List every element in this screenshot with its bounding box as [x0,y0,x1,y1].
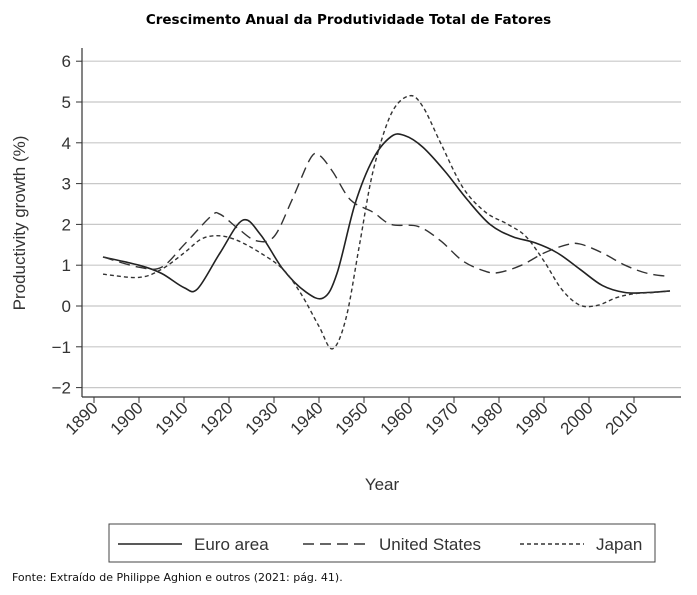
y-tick-label: 6 [62,52,71,71]
x-tick-label: 2000 [557,398,597,438]
x-tick-label: 2010 [602,398,642,438]
series-line-united-states [102,152,671,278]
gridlines [82,60,681,389]
y-axis-label: Productivity growth (%) [10,136,29,311]
y-tick-label: 3 [62,175,71,194]
legend-label-euro-area: Euro area [194,535,269,554]
x-tick-label: 1980 [467,398,507,438]
legend: Euro area United States Japan [108,523,656,563]
x-axis-label: Year [365,475,400,494]
x-tick-label: 1940 [287,398,327,438]
x-tick-label: 1900 [107,398,147,438]
source-footnote: Fonte: Extraído de Philippe Aghion e out… [12,571,343,584]
y-tick-label: 1 [62,256,71,275]
x-tick-label: 1920 [197,398,237,438]
x-tick-label: 1970 [422,398,462,438]
chart-title: Crescimento Anual da Produtividade Total… [145,12,552,28]
x-ticks: 1890 1900 1910 1920 1930 1940 1950 1960 1970 1980… [62,397,642,439]
x-tick-label: 1990 [512,398,552,438]
x-tick-label: 1960 [377,398,417,438]
legend-label-united-states: United States [379,535,481,554]
series-line-euro-area [102,133,671,300]
x-tick-label: 1930 [242,398,282,438]
y-tick-label: 5 [62,93,71,112]
x-tick-label: 1950 [332,398,372,438]
y-tick-label: 4 [62,134,71,153]
axes [81,48,681,398]
legend-box [108,523,656,563]
y-tick-label: 2 [62,215,71,234]
series-lines [102,94,671,350]
y-tick-label: 0 [62,297,71,316]
legend-label-japan: Japan [596,535,642,554]
y-ticks: −2 −1 0 1 2 3 4 5 6 [52,52,82,398]
y-tick-label: −2 [52,379,71,398]
y-tick-label: −1 [52,338,71,357]
series-line-japan [102,94,671,350]
x-tick-label: 1890 [62,398,102,438]
x-tick-label: 1910 [152,398,192,438]
